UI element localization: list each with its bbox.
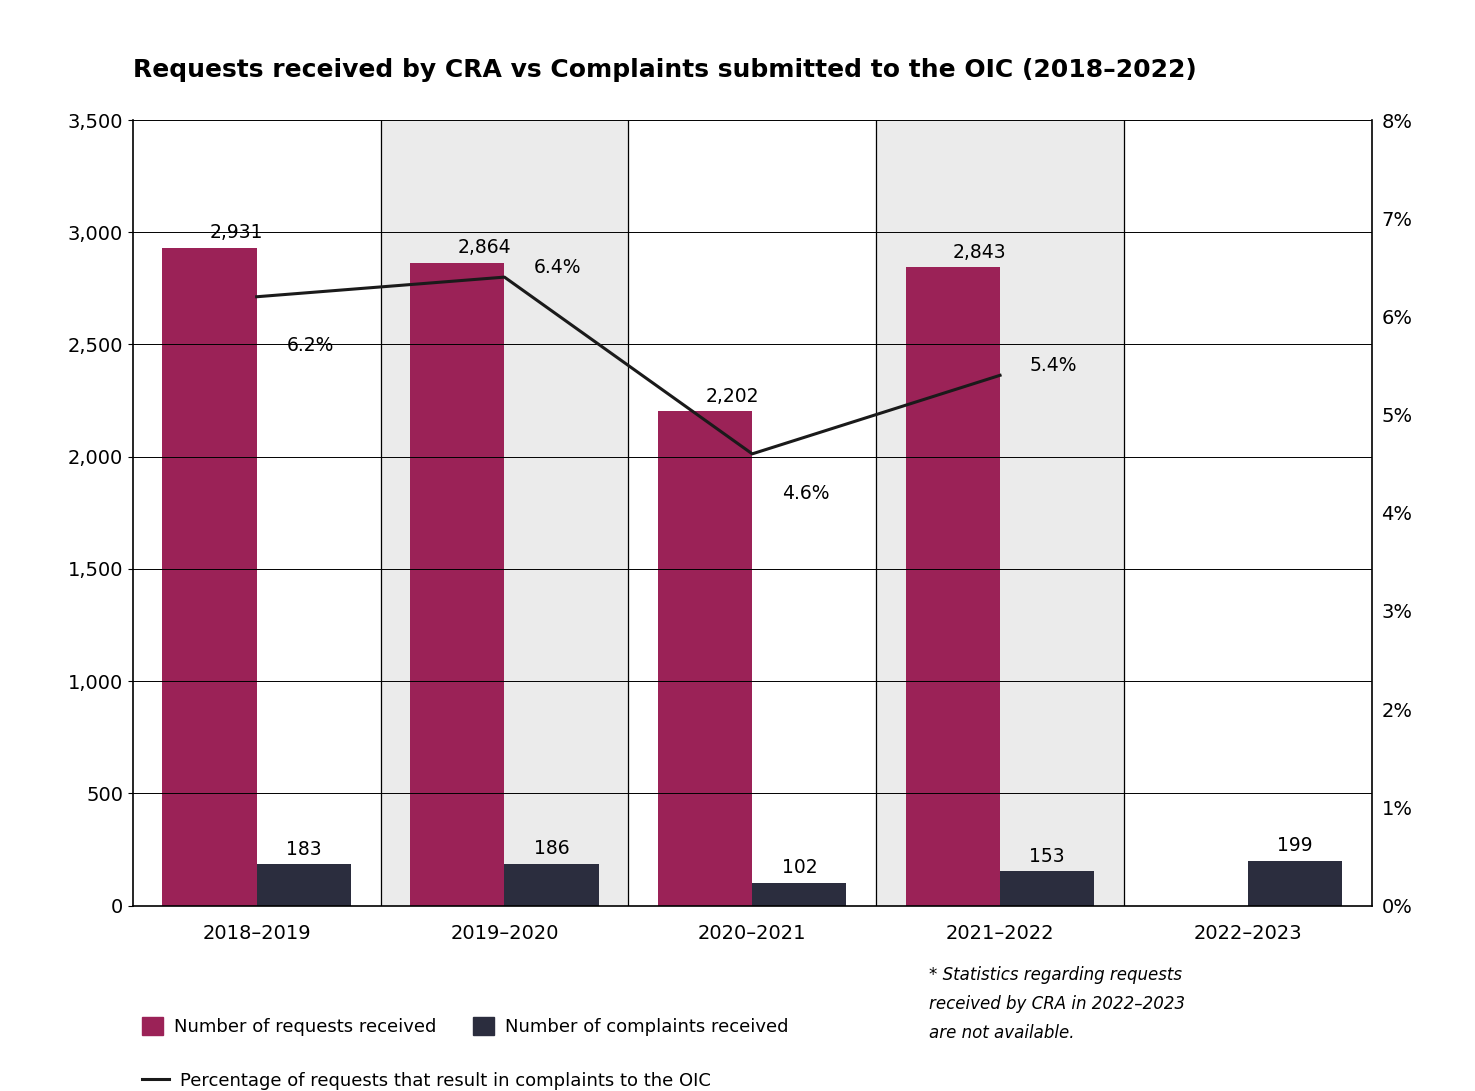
Text: 183: 183 <box>286 840 322 859</box>
Text: Requests received by CRA vs Complaints submitted to the OIC (2018–2022): Requests received by CRA vs Complaints s… <box>133 58 1196 82</box>
Text: 102: 102 <box>782 858 817 877</box>
Text: 2,864: 2,864 <box>457 238 510 257</box>
Text: 5.4%: 5.4% <box>1030 356 1077 375</box>
Bar <box>876 120 1124 906</box>
Text: 2,843: 2,843 <box>953 243 1006 262</box>
Legend: Percentage of requests that result in complaints to the OIC: Percentage of requests that result in co… <box>142 1071 711 1090</box>
Bar <box>1000 872 1094 906</box>
Text: 199: 199 <box>1277 837 1313 855</box>
Text: 6.2%: 6.2% <box>286 336 333 356</box>
Bar <box>658 411 752 906</box>
Text: 2,931: 2,931 <box>209 223 263 242</box>
Bar <box>257 864 351 906</box>
Text: 4.6%: 4.6% <box>782 483 829 503</box>
Bar <box>410 263 504 906</box>
Text: 153: 153 <box>1030 847 1065 865</box>
Text: * Statistics regarding requests
received by CRA in 2022–2023
are not available.: * Statistics regarding requests received… <box>929 966 1186 1042</box>
Bar <box>162 248 257 906</box>
Bar <box>1248 861 1342 906</box>
Text: 2,202: 2,202 <box>705 386 758 406</box>
Bar <box>381 120 628 906</box>
Bar <box>906 267 1000 906</box>
Bar <box>504 864 599 906</box>
Text: 186: 186 <box>534 839 569 859</box>
Text: 6.4%: 6.4% <box>534 257 581 277</box>
Bar <box>752 883 847 906</box>
